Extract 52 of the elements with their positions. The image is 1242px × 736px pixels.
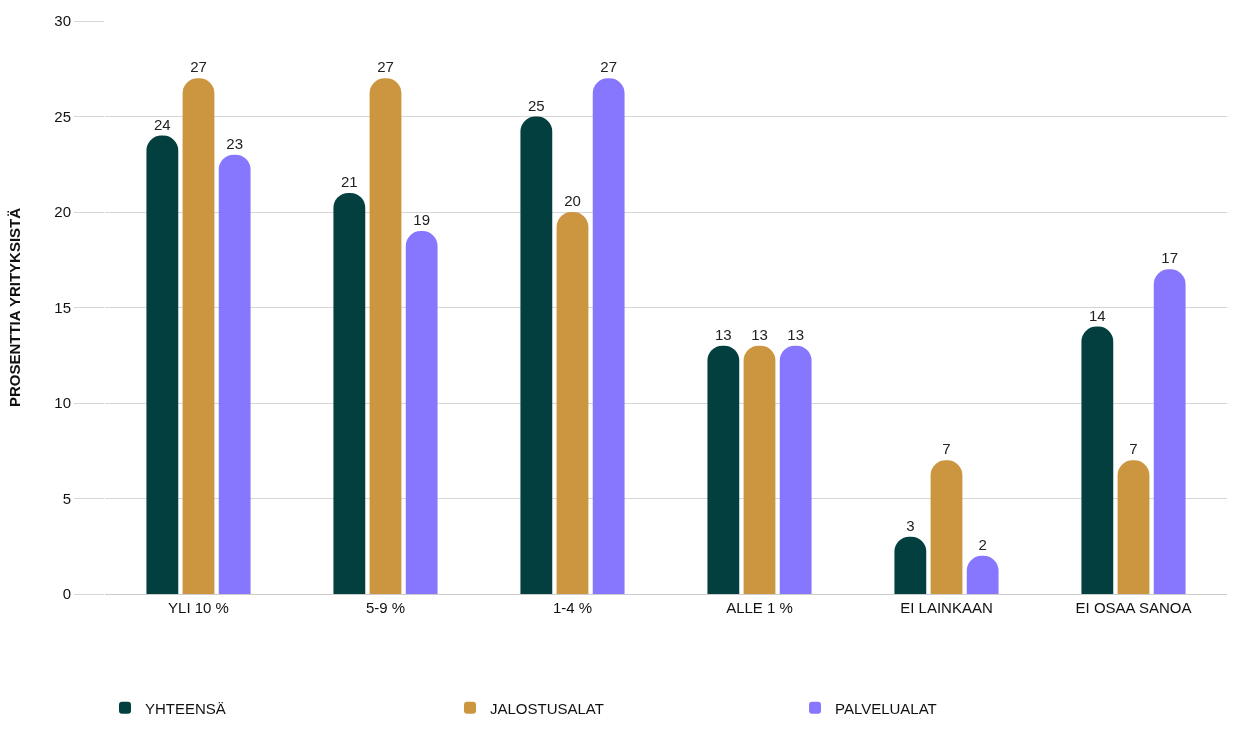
data-label: 23 — [226, 134, 243, 152]
bar — [930, 460, 963, 594]
bar — [146, 135, 179, 594]
data-label: 24 — [154, 115, 171, 133]
bar — [556, 212, 589, 594]
x-tick-label: 5-9 % — [365, 599, 406, 616]
y-tick-label: 20 — [54, 203, 71, 221]
bar — [1153, 269, 1186, 594]
data-label: 21 — [341, 172, 358, 190]
y-tick-label: 10 — [54, 394, 71, 412]
legend-label: YHTEENSÄ — [145, 699, 226, 717]
data-label: 19 — [413, 211, 430, 229]
bar — [743, 345, 776, 594]
data-label: 13 — [787, 325, 804, 343]
bar — [1117, 460, 1150, 594]
bar — [218, 154, 251, 594]
bar — [894, 536, 927, 594]
x-tick-label: EI LAINKAAN — [900, 599, 993, 616]
y-axis-title: PROSENTTIA YRITYKSISTÄ — [5, 207, 23, 408]
y-tick-label: 30 — [54, 12, 71, 30]
bar — [592, 78, 625, 594]
data-label: 27 — [600, 58, 617, 76]
data-label: 20 — [564, 192, 581, 209]
data-label: 27 — [190, 58, 207, 76]
y-tick-label: 0 — [62, 585, 71, 603]
legend-label: JALOSTUSALAT — [490, 699, 604, 717]
x-tick-label: YLI 10 % — [168, 599, 229, 616]
x-tick-label: 1-4 % — [552, 599, 593, 616]
data-label: 17 — [1161, 249, 1178, 267]
data-label: 2 — [978, 535, 987, 553]
bar — [333, 192, 366, 594]
bar — [182, 78, 215, 594]
y-tick-label: 15 — [54, 298, 71, 316]
bar — [707, 345, 740, 594]
bar — [369, 78, 402, 594]
bar — [1081, 326, 1114, 594]
y-tick-label: 5 — [62, 489, 71, 507]
data-label: 27 — [377, 58, 394, 76]
data-label: 13 — [715, 325, 732, 343]
bar — [779, 345, 812, 594]
bar — [405, 231, 438, 594]
data-label: 3 — [906, 516, 915, 534]
bar — [520, 116, 553, 594]
data-label: 7 — [942, 440, 951, 458]
legend-label: PALVELUALAT — [835, 699, 937, 717]
data-label: 13 — [751, 325, 768, 343]
x-tick-label: ALLE 1 % — [726, 599, 793, 616]
data-label: 14 — [1089, 306, 1106, 324]
data-label: 25 — [528, 96, 545, 114]
y-tick-label: 25 — [54, 107, 71, 125]
data-label: 7 — [1129, 440, 1138, 458]
x-tick-label: EI OSAA SANOA — [1075, 599, 1192, 616]
